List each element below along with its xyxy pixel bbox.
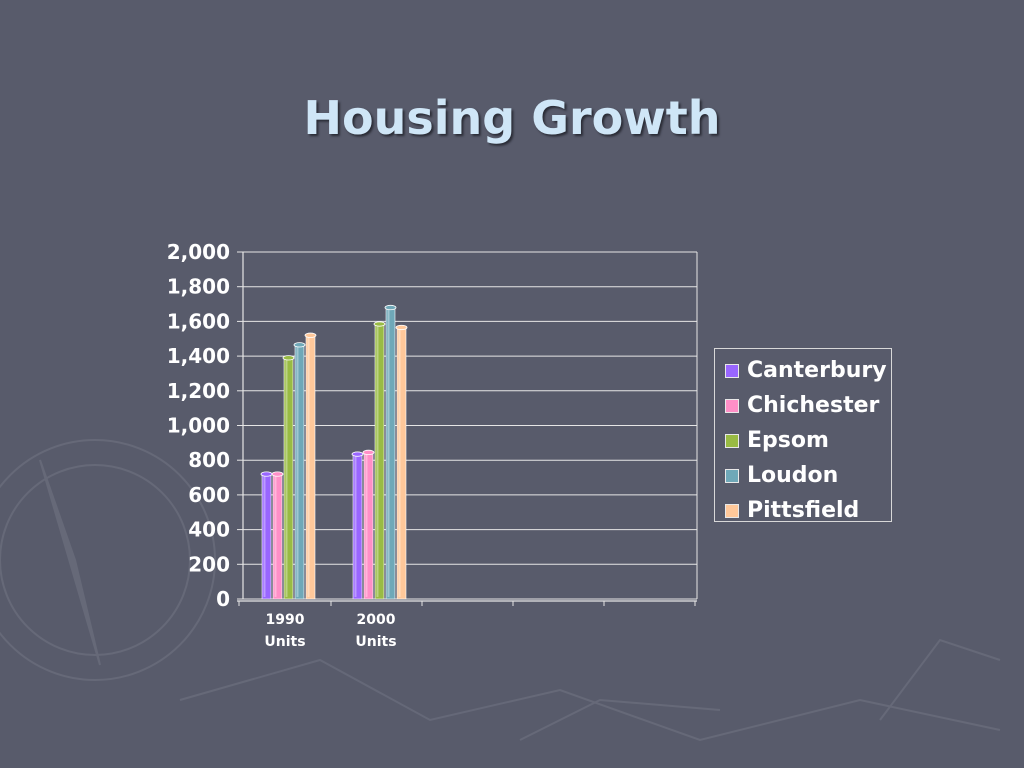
y-tick-label: 1,000 — [167, 414, 230, 438]
legend-swatch — [725, 398, 739, 413]
bar-cap — [282, 355, 295, 361]
bar-highlight — [307, 337, 310, 597]
bar-cap — [373, 321, 386, 327]
bar-highlight — [354, 456, 357, 597]
bar-highlight — [376, 326, 379, 597]
y-tick-label: 1,600 — [167, 309, 230, 333]
bar-loudon-2 — [384, 304, 397, 600]
legend-label: Pittsfield — [747, 498, 860, 523]
bar-body — [305, 334, 316, 600]
bar-chichester-1 — [271, 471, 284, 600]
bar-pittsfield-2 — [395, 324, 408, 600]
bar-cap — [260, 471, 273, 477]
y-tick-label: 1,800 — [167, 275, 230, 299]
legend-item-loudon: Loudon — [715, 458, 891, 493]
bar-highlight — [365, 454, 368, 597]
legend-label: Canterbury — [747, 358, 887, 383]
bar-cap — [271, 471, 284, 477]
bar-body — [385, 307, 396, 600]
bar-epsom-1 — [282, 355, 295, 600]
legend-swatch — [725, 468, 739, 483]
legend-label: Epsom — [747, 428, 829, 453]
y-tick-label: 600 — [188, 483, 230, 507]
x-axis-labels: 1990 Units 2000 Units — [264, 612, 396, 650]
bar-highlight — [398, 329, 401, 597]
bar-highlight — [387, 309, 390, 597]
bar-cap — [395, 324, 408, 331]
bar-body — [272, 473, 283, 600]
chart-legend: Canterbury Chichester Epsom Loudon Pitts… — [714, 348, 892, 523]
bar-series — [260, 304, 408, 600]
bar-loudon-1 — [293, 342, 306, 600]
bar-cap — [293, 342, 306, 348]
x-category-label: Units — [264, 634, 305, 650]
bar-body — [363, 452, 374, 600]
legend-item-pittsfield: Pittsfield — [715, 493, 891, 528]
bar-highlight — [285, 359, 288, 597]
bar-chichester-2 — [362, 449, 375, 600]
bar-body — [261, 473, 272, 600]
bar-cap — [362, 449, 375, 455]
y-tick-label: 1,200 — [167, 379, 230, 403]
bar-epsom-2 — [373, 321, 386, 600]
legend-label: Chichester — [747, 393, 880, 418]
slide-title: Housing Growth — [303, 90, 721, 145]
bar-canterbury-1 — [260, 471, 273, 600]
legend-swatch — [725, 363, 739, 378]
y-tick-label: 200 — [188, 552, 230, 576]
x-category-label: 2000 — [357, 612, 396, 628]
legend-item-chichester: Chichester — [715, 388, 891, 423]
y-tick-label: 2,000 — [167, 240, 230, 264]
y-tick-label: 0 — [216, 587, 230, 611]
y-tick-label: 1,400 — [167, 344, 230, 368]
bar-pittsfield-1 — [304, 332, 317, 600]
bar-body — [283, 357, 294, 600]
legend-item-canterbury: Canterbury — [715, 353, 891, 388]
gridlines — [243, 251, 697, 600]
bar-highlight — [296, 346, 299, 597]
legend-swatch — [725, 433, 739, 448]
x-category-label: Units — [355, 634, 396, 650]
bar-highlight — [274, 476, 277, 597]
bar-cap — [351, 451, 364, 457]
bar-cap — [304, 332, 317, 338]
bar-body — [294, 344, 305, 600]
y-axis-ticks: 0 200 400 600 800 1,000 1,200 1,400 1,600 1,800 2,… — [167, 240, 243, 611]
y-tick-label: 400 — [188, 518, 230, 542]
bar-canterbury-2 — [351, 451, 364, 600]
legend-swatch — [725, 503, 739, 518]
bar-cap — [384, 304, 397, 311]
bar-body — [396, 327, 407, 600]
bar-highlight — [263, 476, 266, 597]
bar-body — [374, 323, 385, 600]
x-category-label: 1990 — [266, 612, 305, 628]
y-tick-label: 800 — [188, 448, 230, 472]
legend-item-epsom: Epsom — [715, 423, 891, 458]
bar-body — [352, 453, 363, 600]
legend-label: Loudon — [747, 463, 839, 488]
